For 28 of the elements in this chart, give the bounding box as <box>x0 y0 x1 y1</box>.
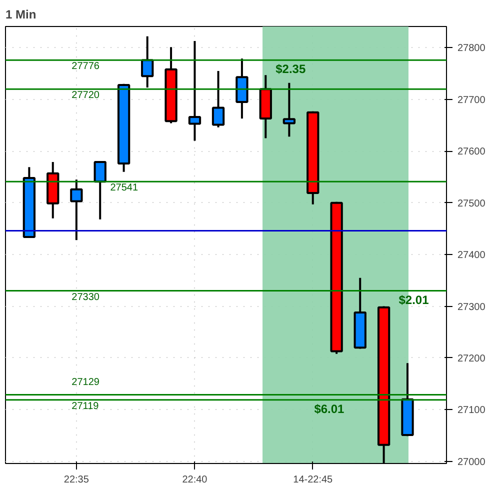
y-tick-label: 27800 <box>458 43 486 54</box>
ref-line-label: 27776 <box>72 61 100 72</box>
chart-title: 1 Min <box>6 8 36 22</box>
candlestick <box>94 160 106 220</box>
candlestick <box>188 40 202 142</box>
y-tick-label: 27000 <box>458 456 486 468</box>
y-tick-label: 27500 <box>458 198 486 210</box>
y-tick-label: 27200 <box>458 354 486 364</box>
y-tick-label: 27100 <box>458 405 486 416</box>
candlestick <box>141 35 154 89</box>
ref-line-label: 27119 <box>72 400 100 412</box>
x-tick-label: 14-22:45 <box>293 474 334 486</box>
annotation: $6.01 <box>314 402 345 416</box>
annotation: $2.01 <box>398 292 430 307</box>
ref-line-label: 27330 <box>72 292 100 303</box>
y-tick-label: 27600 <box>458 146 486 158</box>
candlestick <box>282 82 296 138</box>
y-tick-label: 27300 <box>458 302 486 313</box>
ref-line-label: 27129 <box>72 377 100 388</box>
y-tick-label: 27400 <box>458 250 486 262</box>
x-tick-label: 22:40 <box>182 474 208 486</box>
ref-line-label: 27541 <box>110 182 138 194</box>
candlestick <box>70 178 83 242</box>
annotation: $2.35 <box>276 62 306 76</box>
ref-line-label: 27720 <box>72 90 100 102</box>
y-tick-label: 27700 <box>458 94 486 106</box>
candlestick <box>212 70 225 128</box>
x-tick-label: 22:35 <box>64 474 90 486</box>
